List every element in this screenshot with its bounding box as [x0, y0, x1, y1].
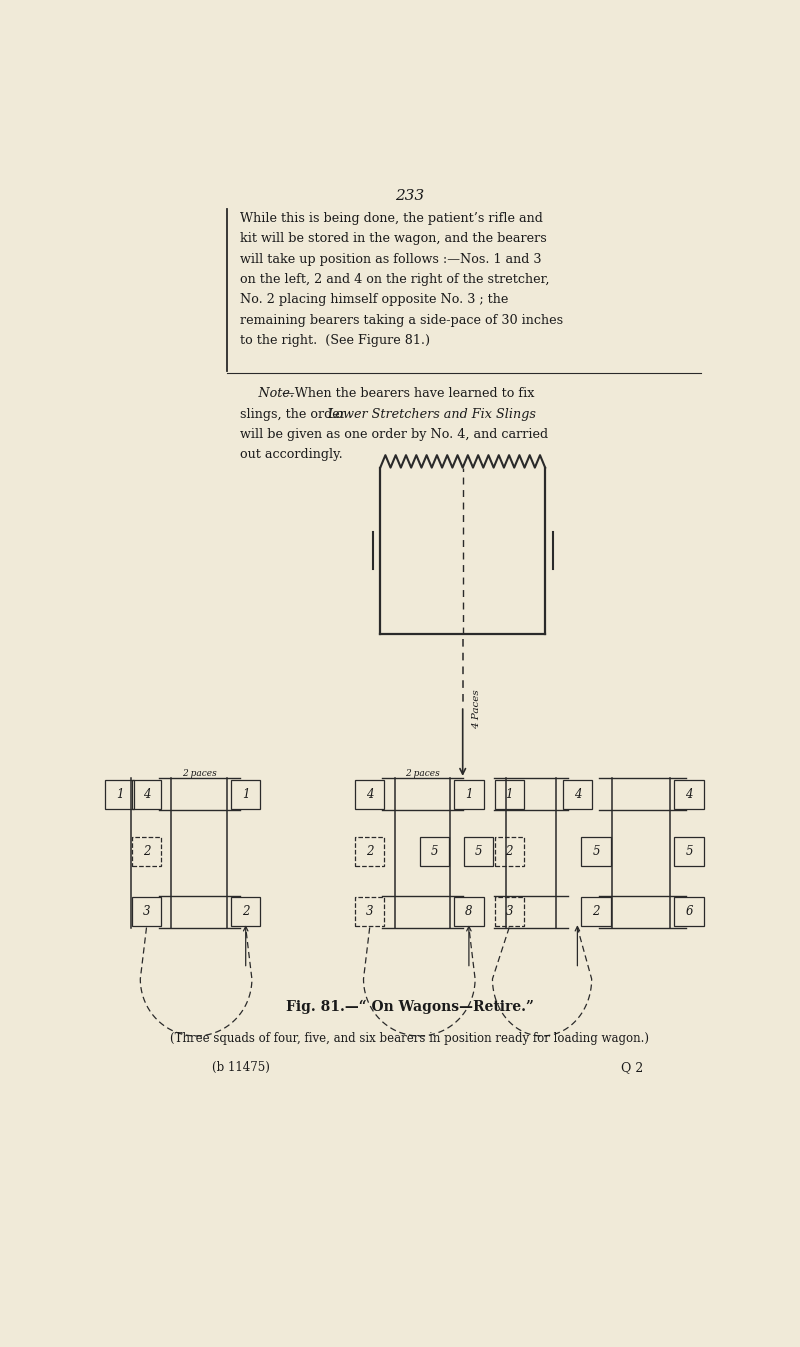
Bar	[562, 780, 592, 808]
Text: to the right.  (See Figure 81.): to the right. (See Figure 81.)	[239, 334, 430, 348]
Bar	[494, 836, 524, 866]
Text: 3: 3	[506, 905, 513, 919]
Text: Q 2: Q 2	[621, 1061, 643, 1075]
Bar	[132, 780, 161, 808]
Bar	[132, 897, 161, 925]
Text: Lower Stretchers and Fix Slings: Lower Stretchers and Fix Slings	[327, 408, 536, 420]
Text: 5: 5	[592, 845, 600, 858]
Bar	[231, 780, 260, 808]
Text: 2: 2	[242, 905, 250, 919]
Text: 1: 1	[242, 788, 250, 801]
Text: 4: 4	[142, 788, 150, 801]
Bar	[494, 780, 524, 808]
Bar	[674, 897, 704, 925]
Text: 2: 2	[142, 845, 150, 858]
Bar	[106, 780, 134, 808]
Text: 233: 233	[395, 189, 425, 202]
Text: 4: 4	[574, 788, 581, 801]
Text: 1: 1	[116, 788, 123, 801]
Bar	[582, 836, 610, 866]
Bar	[674, 836, 704, 866]
Text: (Three squads of four, five, and six bearers in position ready for loading wagon: (Three squads of four, five, and six bea…	[170, 1032, 650, 1045]
Bar	[420, 836, 450, 866]
Text: Note.: Note.	[239, 387, 294, 400]
Bar	[582, 897, 610, 925]
Text: While this is being done, the patient’s rifle and: While this is being done, the patient’s …	[239, 211, 542, 225]
Text: 2 paces: 2 paces	[182, 769, 217, 777]
Text: 4 Paces: 4 Paces	[472, 688, 481, 729]
Text: 8: 8	[465, 905, 473, 919]
Text: 1: 1	[506, 788, 513, 801]
Bar	[463, 836, 493, 866]
Bar	[454, 897, 483, 925]
Text: will take up position as follows :—Nos. 1 and 3: will take up position as follows :—Nos. …	[239, 252, 541, 265]
Text: 1: 1	[465, 788, 473, 801]
Text: 3: 3	[366, 905, 374, 919]
Text: 5: 5	[474, 845, 482, 858]
Text: 2 paces: 2 paces	[405, 769, 440, 777]
Text: 3: 3	[142, 905, 150, 919]
Text: 4: 4	[686, 788, 693, 801]
Bar	[132, 836, 161, 866]
Bar	[355, 780, 384, 808]
Text: —When the bearers have learned to fix: —When the bearers have learned to fix	[282, 387, 534, 400]
Text: No. 2 placing himself opposite No. 3 ; the: No. 2 placing himself opposite No. 3 ; t…	[239, 294, 508, 306]
Text: 2: 2	[592, 905, 600, 919]
Bar	[355, 897, 384, 925]
Text: on the left, 2 and 4 on the right of the stretcher,: on the left, 2 and 4 on the right of the…	[239, 273, 549, 286]
Text: (b 11475): (b 11475)	[211, 1061, 270, 1075]
Text: kit will be stored in the wagon, and the bearers: kit will be stored in the wagon, and the…	[239, 232, 546, 245]
Text: remaining bearers taking a side-pace of 30 inches: remaining bearers taking a side-pace of …	[239, 314, 562, 327]
Text: 5: 5	[431, 845, 438, 858]
Text: 6: 6	[686, 905, 693, 919]
Text: slings, the order: slings, the order	[239, 408, 350, 420]
Bar	[231, 897, 260, 925]
Bar	[355, 836, 384, 866]
Text: will be given as one order by No. 4, and carried: will be given as one order by No. 4, and…	[239, 428, 548, 440]
Text: 2: 2	[366, 845, 374, 858]
Text: 4: 4	[366, 788, 374, 801]
Text: 5: 5	[686, 845, 693, 858]
Bar	[494, 897, 524, 925]
Text: Fig. 81.—“ On Wagons—Retire.”: Fig. 81.—“ On Wagons—Retire.”	[286, 999, 534, 1014]
Text: 2: 2	[506, 845, 513, 858]
Bar	[674, 780, 704, 808]
Text: out accordingly.: out accordingly.	[239, 449, 342, 462]
Bar	[454, 780, 483, 808]
